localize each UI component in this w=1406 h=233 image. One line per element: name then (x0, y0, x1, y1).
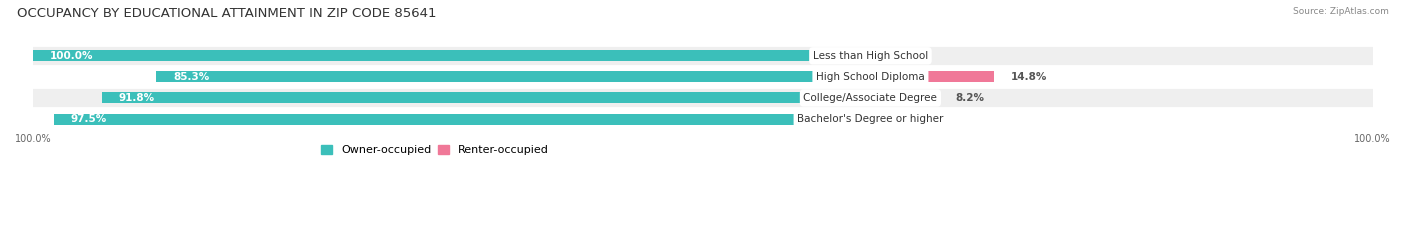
Bar (870, 113, 891, 124)
Text: 2.5%: 2.5% (908, 114, 936, 124)
Text: 85.3%: 85.3% (173, 72, 209, 82)
Text: 91.8%: 91.8% (118, 93, 155, 103)
Text: Less than High School: Less than High School (813, 51, 928, 61)
Text: Source: ZipAtlas.com: Source: ZipAtlas.com (1294, 7, 1389, 16)
Bar (34, 66, 1372, 87)
Text: 0.0%: 0.0% (887, 51, 917, 61)
Text: Bachelor's Degree or higher: Bachelor's Degree or higher (797, 114, 943, 124)
Text: 14.8%: 14.8% (1011, 72, 1047, 82)
Bar (34, 109, 1372, 130)
Bar (34, 87, 1372, 109)
Bar (55, 113, 870, 124)
Text: OCCUPANCY BY EDUCATIONAL ATTAINMENT IN ZIP CODE 85641: OCCUPANCY BY EDUCATIONAL ATTAINMENT IN Z… (17, 7, 436, 20)
Bar (34, 45, 1372, 66)
Text: 100.0%: 100.0% (51, 51, 94, 61)
Text: 8.2%: 8.2% (956, 93, 984, 103)
Bar (870, 93, 939, 103)
Text: 97.5%: 97.5% (70, 114, 107, 124)
Bar (156, 72, 870, 82)
Text: College/Associate Degree: College/Associate Degree (803, 93, 938, 103)
Text: High School Diploma: High School Diploma (815, 72, 925, 82)
Bar (103, 93, 870, 103)
Legend: Owner-occupied, Renter-occupied: Owner-occupied, Renter-occupied (316, 140, 554, 159)
Bar (870, 72, 994, 82)
Bar (34, 50, 870, 61)
